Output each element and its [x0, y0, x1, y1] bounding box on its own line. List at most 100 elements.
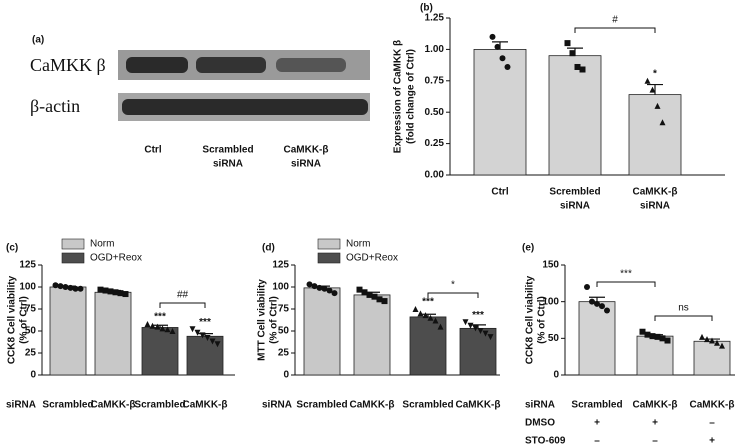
panel-label: (d)	[262, 243, 275, 254]
panel-label: (a)	[32, 35, 44, 46]
data-point	[644, 331, 651, 338]
data-point	[366, 291, 373, 298]
data-point	[504, 63, 511, 70]
data-point	[639, 328, 646, 335]
y-tick-label: 0.00	[425, 170, 445, 181]
data-point	[654, 333, 661, 340]
significance-label: ***	[422, 297, 434, 308]
row-label: STO-609	[525, 436, 566, 447]
data-point	[376, 296, 383, 303]
data-point	[57, 283, 64, 290]
legend-label: Norm	[346, 239, 370, 250]
data-point	[714, 339, 720, 346]
panel-label: (e)	[522, 243, 534, 254]
row-value: +	[594, 418, 600, 429]
bar	[693, 340, 731, 376]
data-point	[644, 77, 651, 84]
y-tick-label: 25	[25, 348, 37, 359]
y-tick-label: 1.00	[425, 44, 445, 55]
x-tick-label: CaMKK-β	[91, 400, 136, 411]
data-point	[356, 286, 363, 293]
x-tick-label: CaMKK-β	[183, 400, 228, 411]
bracket	[159, 302, 206, 308]
data-point	[422, 312, 429, 319]
data-point	[154, 323, 161, 330]
data-point	[97, 286, 104, 293]
y-tick-label: 0.25	[425, 138, 445, 149]
x-tick-label: Scrambled	[571, 400, 622, 411]
data-point	[371, 293, 378, 300]
data-point	[361, 289, 368, 296]
data-point	[477, 328, 484, 334]
bracket	[427, 292, 479, 298]
row-value: +	[709, 436, 715, 447]
y-tick-label: 75	[278, 304, 290, 315]
x-tick-label: CaMKK-β	[633, 187, 678, 198]
x-tick-label: Scrembled	[549, 187, 600, 198]
lane-label: siRNA	[291, 159, 321, 170]
data-point	[594, 300, 600, 307]
significance-label: ***	[154, 312, 166, 323]
y-axis-label: CCK8 Cell viability	[7, 275, 18, 364]
data-point	[482, 330, 489, 337]
x-tick-label: CaMKK-β	[350, 400, 395, 411]
panel-label: (b)	[420, 3, 433, 14]
data-point	[704, 336, 710, 343]
data-point	[659, 119, 666, 126]
x-tick-label: Ctrl	[491, 187, 508, 198]
y-tick-label: 50	[548, 333, 560, 344]
legend-swatch	[317, 252, 341, 264]
legend-swatch	[61, 238, 85, 250]
data-point	[52, 282, 59, 289]
y-axis-label: MTT Cell viability	[257, 279, 268, 361]
data-point	[306, 281, 313, 288]
data-point	[649, 333, 656, 340]
bracket-label: *	[451, 280, 455, 291]
data-point	[316, 284, 323, 291]
y-tick-label: 1.25	[425, 13, 445, 24]
x-tick-label: CaMKK-β	[633, 400, 678, 411]
y-tick-label: 150	[542, 260, 559, 271]
data-point	[204, 335, 211, 342]
y-tick-label: 75	[25, 304, 37, 315]
row-value: –	[594, 436, 600, 447]
error-bar	[152, 324, 168, 328]
lane-label: Scrambled	[202, 145, 253, 156]
y-tick-label: 0	[283, 370, 289, 381]
bar	[303, 287, 341, 376]
x-tick-label: Scrambled	[42, 400, 93, 411]
x-tick-label: CaMKK-β	[690, 400, 735, 411]
bar	[353, 294, 391, 376]
data-point	[194, 329, 201, 336]
error-bar	[420, 313, 436, 317]
blot-row-label: CaMKK β	[30, 55, 106, 75]
error-bar	[647, 83, 663, 95]
data-point	[417, 310, 424, 317]
bar	[94, 291, 132, 376]
y-tick-label: 0.50	[425, 107, 445, 118]
data-point	[462, 319, 469, 326]
blot-row-label: β-actin	[30, 96, 80, 116]
panel-label: (c)	[6, 243, 18, 254]
y-tick-label: 25	[278, 348, 290, 359]
significance-label: ***	[199, 317, 211, 328]
legend-label: OGD+Reox	[90, 253, 142, 264]
data-point	[472, 325, 479, 332]
data-point	[499, 55, 506, 62]
blot-band	[196, 57, 266, 73]
data-point	[214, 341, 221, 348]
y-axis-label: (% of Ctrl)	[269, 296, 280, 344]
y-tick-label: 0	[553, 370, 559, 381]
data-point	[569, 50, 576, 57]
bracket	[574, 27, 656, 33]
y-tick-label: 50	[278, 326, 290, 337]
lane-label: siRNA	[213, 159, 243, 170]
data-point	[311, 283, 318, 290]
bar	[628, 94, 682, 176]
data-point	[412, 306, 419, 312]
data-point	[649, 86, 656, 93]
data-point	[709, 337, 715, 344]
data-point	[579, 66, 586, 73]
lane-label: Ctrl	[144, 145, 161, 156]
data-point	[487, 334, 494, 341]
